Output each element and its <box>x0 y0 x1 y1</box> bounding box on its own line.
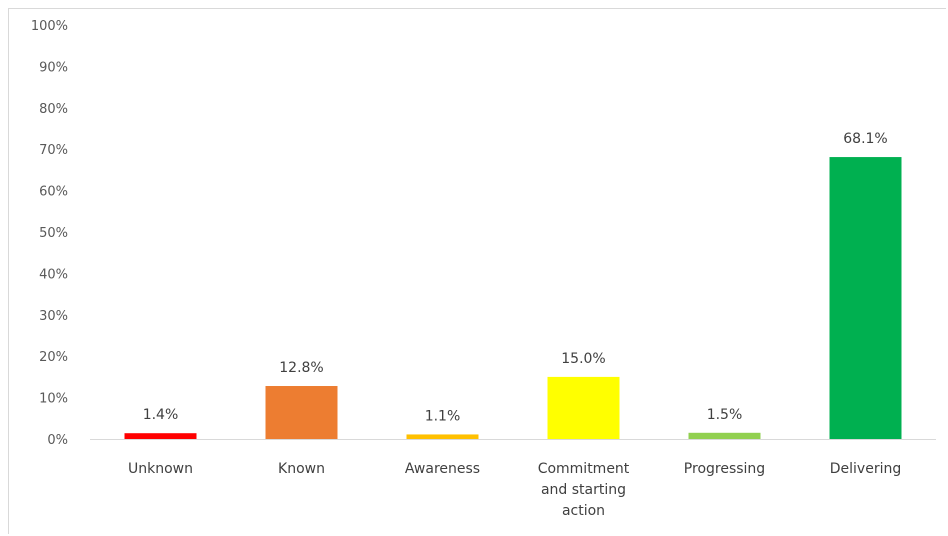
bar <box>265 386 338 439</box>
y-tick-label: 30% <box>39 309 68 324</box>
data-label: 1.1% <box>425 408 461 424</box>
x-tick-label: Delivering <box>830 461 901 477</box>
x-tick-label-line: and starting <box>541 482 626 498</box>
bar <box>547 376 620 439</box>
x-tick-label: Unknown <box>128 461 193 477</box>
y-tick-label: 40% <box>39 267 68 282</box>
data-labels: 1.4% 12.8% 1.1% 15.0% 1.5% 68.1% <box>143 131 888 424</box>
data-label: 12.8% <box>279 360 323 376</box>
y-tick-label: 50% <box>39 226 68 241</box>
y-tick-label: 60% <box>39 185 68 200</box>
bar <box>688 432 761 439</box>
y-tick-label: 70% <box>39 143 68 158</box>
x-tick-label-line: Commitment <box>538 461 630 477</box>
x-tick-label-line: Delivering <box>830 461 901 477</box>
y-tick-label: 0% <box>47 433 68 448</box>
data-label: 1.5% <box>707 407 743 423</box>
x-tick-label: Commitment and starting action <box>538 461 630 519</box>
y-axis: 0% 10% 20% 30% 40% 50% 60% 70% 80% 90% 100% <box>31 19 68 448</box>
x-tick-label: Progressing <box>684 461 765 477</box>
y-tick-label: 90% <box>39 60 68 75</box>
x-tick-label-line: Unknown <box>128 461 193 477</box>
data-label: 1.4% <box>143 407 179 423</box>
chart-frame <box>8 8 946 534</box>
bars <box>124 157 902 440</box>
x-tick-label-line: Known <box>278 461 325 477</box>
x-axis: Unknown Known Awareness Commitment and start… <box>128 461 901 519</box>
bar <box>829 157 902 440</box>
x-tick-label-line: action <box>562 503 605 519</box>
data-label: 68.1% <box>843 131 887 147</box>
x-tick-label: Known <box>278 461 325 477</box>
x-tick-label: Awareness <box>405 461 480 477</box>
bar <box>124 433 197 439</box>
bar <box>406 434 479 439</box>
y-tick-label: 100% <box>31 19 68 34</box>
y-tick-label: 10% <box>39 392 68 407</box>
x-tick-label-line: Progressing <box>684 461 765 477</box>
y-tick-label: 80% <box>39 102 68 117</box>
data-label: 15.0% <box>561 351 605 367</box>
x-tick-label-line: Awareness <box>405 461 480 477</box>
y-tick-label: 20% <box>39 350 68 365</box>
